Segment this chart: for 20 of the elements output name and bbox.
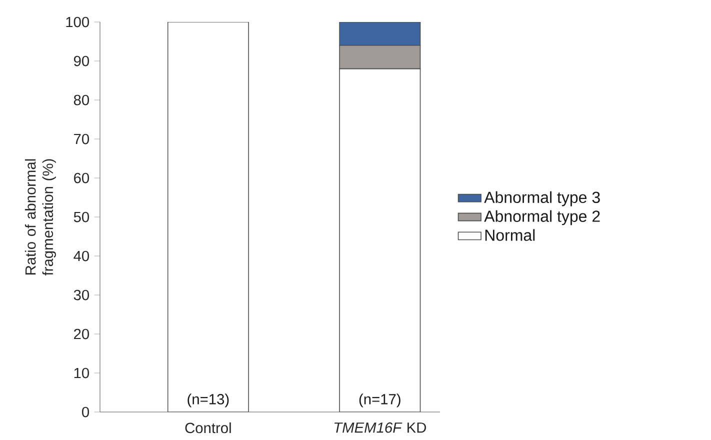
legend-label: Normal [485, 229, 535, 241]
y-tick-label: 30 [74, 290, 90, 300]
annotation: (n=13) [188, 394, 229, 408]
y-tick-label: 10 [74, 368, 90, 378]
y-tick-label: 50 [74, 212, 90, 222]
x-tick-label: TMEM16F KD [334, 422, 426, 433]
y-tick-label: 70 [74, 134, 90, 144]
y-tick-label: 90 [74, 56, 90, 66]
legend-label: Abnormal type 3 [484, 191, 600, 206]
y-tick-label: 20 [74, 328, 90, 340]
y-tick-label: 80 [74, 94, 90, 106]
y-tick-label: 100 [66, 16, 90, 28]
annotation: (n=17) [359, 394, 400, 408]
y-axis-title: Ratio of abnormal fragmentation (%) [24, 159, 56, 276]
bar [167, 22, 249, 412]
y-tick-label: 0 [82, 406, 90, 418]
y-tick-label: 60 [74, 172, 90, 184]
legend-label: Abnormal type 2 [484, 210, 600, 226]
x-tick-label: Control [185, 422, 231, 434]
y-tick-label: 40 [74, 250, 90, 262]
